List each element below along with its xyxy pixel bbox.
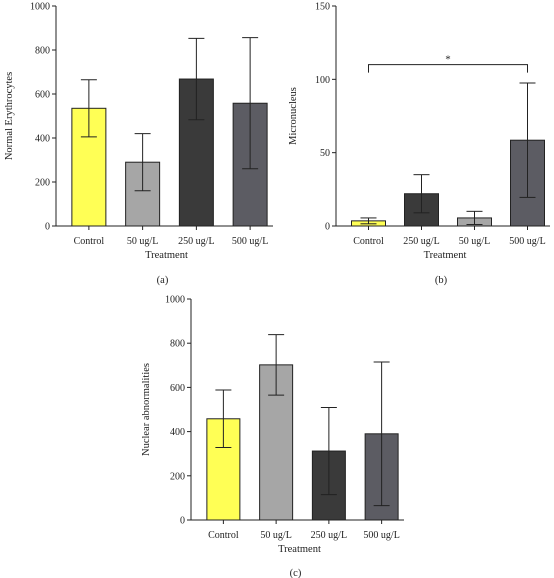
y-tick-label: 800 [35,46,50,57]
x-tick-label: Control [208,530,239,541]
y-tick-label: 800 [170,339,185,350]
panel-label: (b) [435,275,448,286]
y-tick-label: 400 [170,427,185,438]
x-tick-label: 250 ug/L [311,530,347,541]
chart-panel-a: 0 200 400 600 800 1000 Control 50 ug/L 250 ug/L 5… [4,2,273,286]
y-axis-title: Nuclear abnormalities [141,363,152,456]
y-tick-label: 600 [35,90,50,101]
x-tick-label: Control [353,236,384,247]
x-axis-title: Treatment [424,250,467,261]
y-tick-label: 1000 [165,295,185,306]
y-axis-title: Normal Erythrocytes [4,72,15,160]
y-tick-label: 600 [170,383,185,394]
y-tick-label: 400 [35,134,50,145]
y-tick-label: 50 [320,148,330,159]
x-tick-label: 50 ug/L [127,236,158,247]
chart-panel-c: 0 200 400 600 800 1000 Control 50 ug/L 250 ug/L 5… [141,295,404,578]
y-tick-label: 200 [35,178,50,189]
panel-label: (c) [290,568,302,578]
y-tick-label: 200 [170,471,185,482]
x-tick-label: Control [74,236,105,247]
x-tick-label: 50 ug/L [260,530,291,541]
y-tick-label: 0 [325,222,330,233]
x-axis-title: Treatment [278,544,321,555]
x-tick-label: 500 ug/L [363,530,399,541]
significance-bracket [368,64,528,73]
chart-panel-b: 0 50 100 150 Control 250 ug/L 50 ug/L 500 ug/L *… [288,2,550,286]
y-tick-label: 0 [180,516,185,527]
y-tick-label: 100 [315,75,330,86]
x-tick-label: 50 ug/L [459,236,490,247]
y-tick-label: 150 [315,2,330,13]
significance-marker: * [445,54,451,66]
x-tick-label: 250 ug/L [403,236,439,247]
panel-label: (a) [157,275,169,286]
y-tick-label: 1000 [30,2,50,13]
x-tick-label: 500 ug/L [509,236,545,247]
x-axis-title: Treatment [145,250,188,261]
y-tick-label: 0 [45,222,50,233]
x-tick-label: 250 ug/L [178,236,214,247]
x-tick-label: 500 ug/L [232,236,268,247]
y-axis-title: Micronucleus [288,87,299,145]
